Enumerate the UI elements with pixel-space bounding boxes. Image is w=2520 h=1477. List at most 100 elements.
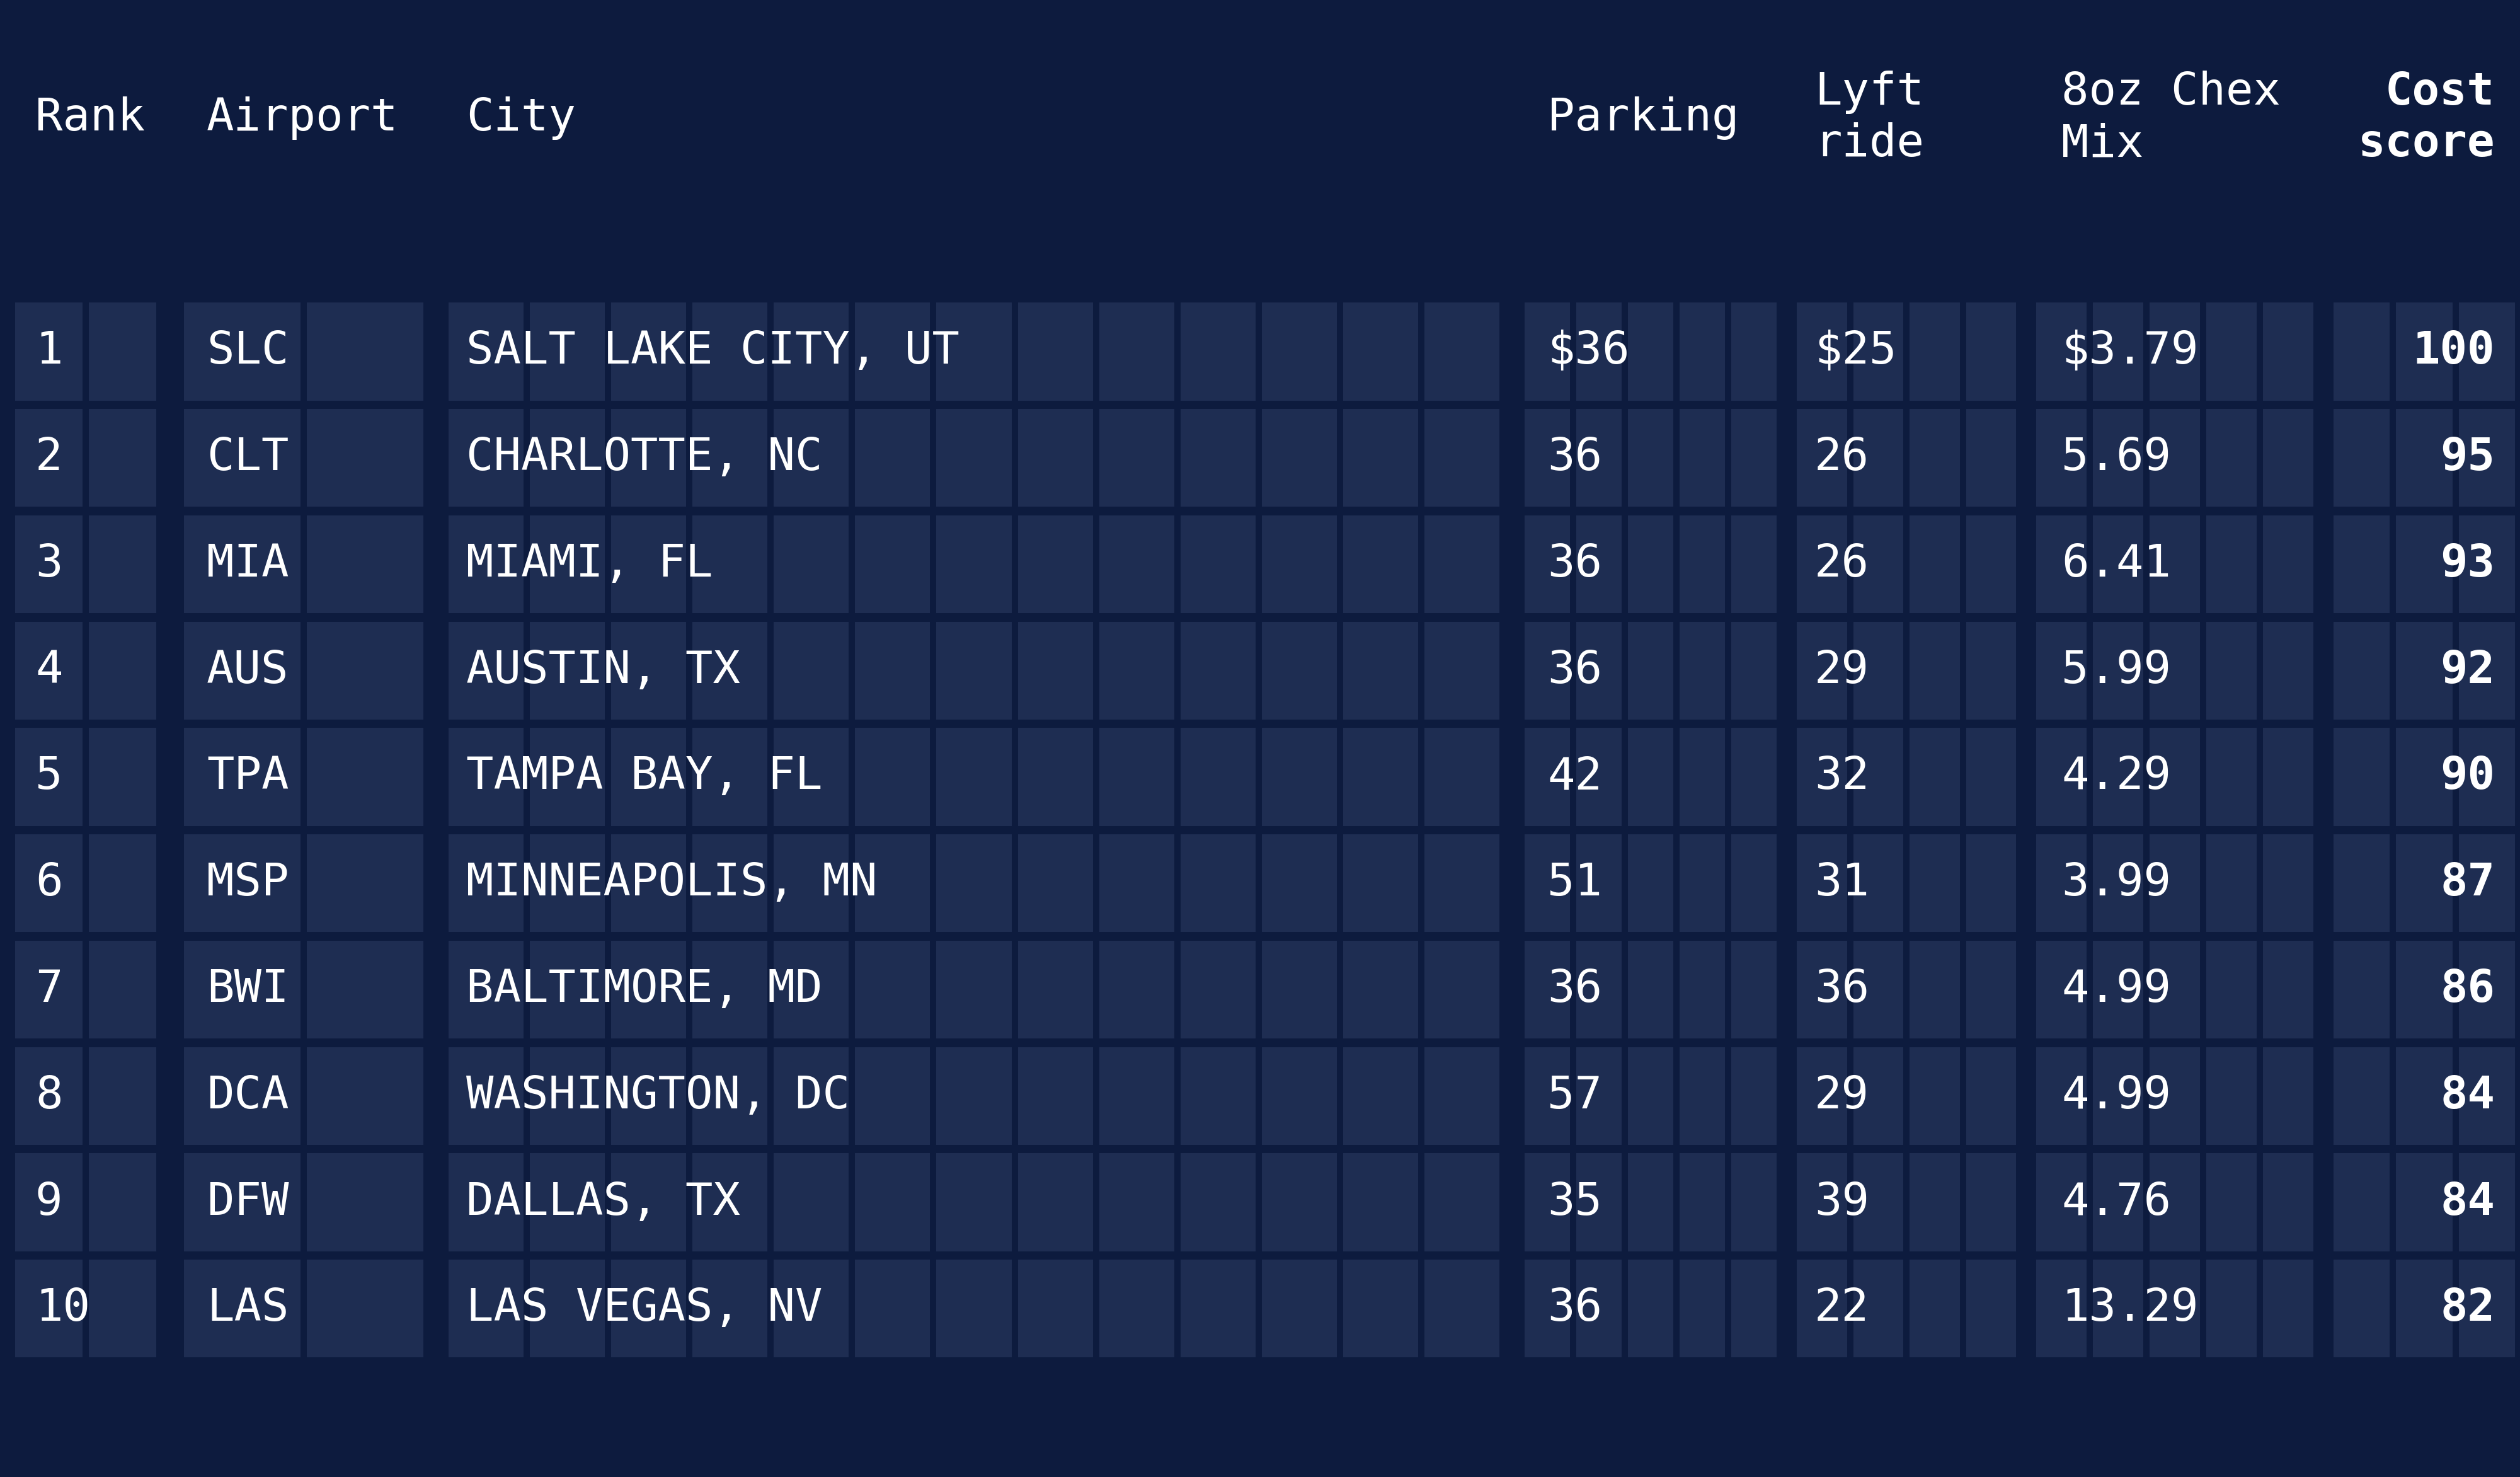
Bar xyxy=(184,622,300,719)
Bar xyxy=(2334,1047,2389,1145)
Bar xyxy=(1578,1047,1623,1145)
Bar xyxy=(1628,1047,1673,1145)
Bar xyxy=(449,1154,524,1251)
Bar xyxy=(1910,409,1961,507)
Bar xyxy=(854,941,930,1038)
Bar xyxy=(2397,515,2452,613)
Bar xyxy=(184,835,300,932)
Bar xyxy=(2397,835,2452,932)
Bar xyxy=(1179,941,1255,1038)
Text: AUS: AUS xyxy=(207,648,290,693)
Text: WASHINGTON, DC: WASHINGTON, DC xyxy=(466,1074,849,1118)
Bar xyxy=(2092,728,2142,826)
Bar xyxy=(1343,941,1419,1038)
Text: 36: 36 xyxy=(1547,436,1603,480)
Bar xyxy=(1731,409,1777,507)
Bar xyxy=(2263,303,2313,400)
Bar xyxy=(1424,515,1499,613)
Bar xyxy=(1099,515,1174,613)
Bar xyxy=(1525,835,1570,932)
Bar xyxy=(1852,1154,1903,1251)
Bar xyxy=(449,1260,524,1357)
Bar xyxy=(612,515,685,613)
Bar xyxy=(1343,1260,1419,1357)
Bar xyxy=(15,728,83,826)
Text: CLT: CLT xyxy=(207,436,290,480)
Text: 95: 95 xyxy=(2439,436,2495,480)
Bar xyxy=(693,941,769,1038)
Bar xyxy=(88,835,156,932)
Bar xyxy=(1731,622,1777,719)
Bar xyxy=(937,409,1011,507)
Bar xyxy=(937,622,1011,719)
Bar xyxy=(1852,1260,1903,1357)
Text: 36: 36 xyxy=(1814,967,1870,1012)
Bar xyxy=(774,941,849,1038)
Bar xyxy=(1628,835,1673,932)
Bar xyxy=(2208,622,2258,719)
Bar xyxy=(1731,1260,1777,1357)
Bar xyxy=(1179,728,1255,826)
Bar xyxy=(1343,303,1419,400)
Text: 7: 7 xyxy=(35,967,63,1012)
Bar xyxy=(2036,1047,2087,1145)
Bar xyxy=(2460,1260,2515,1357)
Text: 36: 36 xyxy=(1547,1286,1603,1331)
Bar xyxy=(307,622,423,719)
Bar xyxy=(1852,728,1903,826)
Bar xyxy=(1797,728,1847,826)
Bar xyxy=(2460,622,2515,719)
Bar xyxy=(2036,622,2087,719)
Text: 2: 2 xyxy=(35,436,63,480)
Bar xyxy=(1852,1047,1903,1145)
Bar xyxy=(774,303,849,400)
Bar xyxy=(1263,1154,1336,1251)
Bar xyxy=(529,409,605,507)
Bar xyxy=(1263,1047,1336,1145)
Bar xyxy=(2150,728,2200,826)
Bar xyxy=(1852,409,1903,507)
Bar xyxy=(2092,1154,2142,1251)
Bar xyxy=(1797,303,1847,400)
Bar xyxy=(1179,622,1255,719)
Bar xyxy=(15,303,83,400)
Bar xyxy=(937,941,1011,1038)
Text: 82: 82 xyxy=(2439,1286,2495,1331)
Bar xyxy=(2092,1047,2142,1145)
Bar xyxy=(2397,1047,2452,1145)
Bar xyxy=(2263,728,2313,826)
Bar xyxy=(2460,1047,2515,1145)
Bar xyxy=(1179,515,1255,613)
Text: 5.69: 5.69 xyxy=(2061,436,2172,480)
Bar xyxy=(2036,728,2087,826)
Bar xyxy=(1343,1047,1419,1145)
Bar xyxy=(15,1154,83,1251)
Text: 5.99: 5.99 xyxy=(2061,648,2172,693)
Bar xyxy=(2460,941,2515,1038)
Bar xyxy=(1966,835,2016,932)
Text: 6.41: 6.41 xyxy=(2061,542,2172,586)
Bar xyxy=(2150,941,2200,1038)
Bar xyxy=(1018,835,1094,932)
Bar xyxy=(1966,941,2016,1038)
Bar xyxy=(1424,728,1499,826)
Bar xyxy=(2397,1154,2452,1251)
Bar xyxy=(1525,1047,1570,1145)
Bar xyxy=(1578,728,1623,826)
Bar xyxy=(2036,941,2087,1038)
Bar xyxy=(2263,1260,2313,1357)
Bar xyxy=(1678,303,1724,400)
Bar xyxy=(854,1260,930,1357)
Bar xyxy=(2150,303,2200,400)
Bar xyxy=(774,1154,849,1251)
Text: 86: 86 xyxy=(2439,967,2495,1012)
Bar xyxy=(1578,941,1623,1038)
Text: 29: 29 xyxy=(1814,648,1870,693)
Bar xyxy=(774,409,849,507)
Bar xyxy=(449,409,524,507)
Bar xyxy=(529,622,605,719)
Text: 4.99: 4.99 xyxy=(2061,967,2172,1012)
Bar xyxy=(1731,1047,1777,1145)
Bar xyxy=(2397,622,2452,719)
Bar xyxy=(937,303,1011,400)
